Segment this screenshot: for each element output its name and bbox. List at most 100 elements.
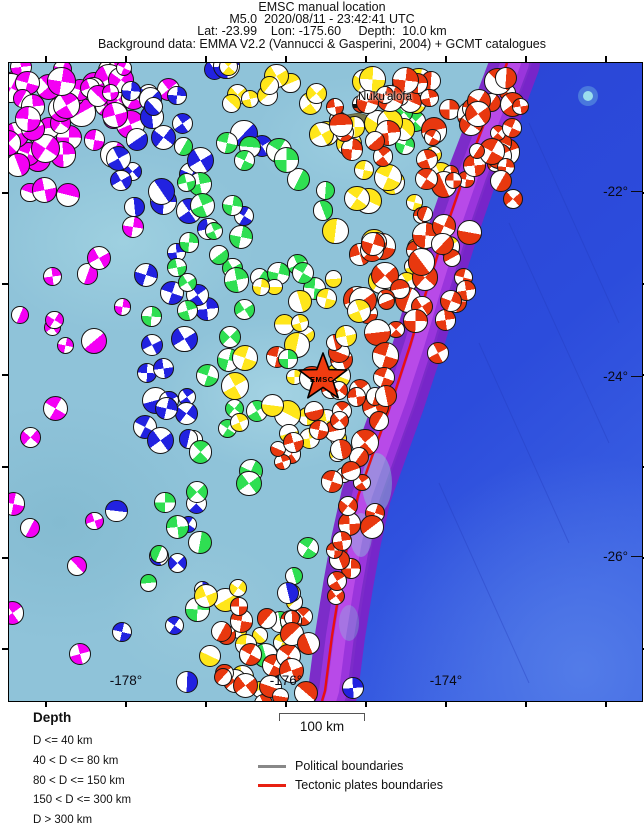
focal-mechanism-magenta bbox=[10, 306, 29, 325]
focal-mechanism-yellow bbox=[260, 76, 279, 95]
focal-mechanism-green bbox=[219, 325, 241, 348]
focal-mechanism-red bbox=[210, 621, 232, 643]
focal-mechanism-yellow bbox=[322, 217, 349, 244]
map-tick bbox=[445, 56, 447, 62]
focal-mechanism-green bbox=[273, 146, 300, 173]
focal-mechanism-red bbox=[444, 171, 463, 190]
focal-mechanism-yellow bbox=[229, 413, 249, 432]
focal-mechanism-green bbox=[190, 193, 216, 219]
map-tick bbox=[2, 648, 8, 650]
map-tick bbox=[2, 557, 8, 559]
focal-mechanism-magenta bbox=[32, 177, 58, 203]
focal-mechanism-yellow bbox=[229, 579, 247, 598]
longitude-label: -178° bbox=[109, 673, 143, 688]
focal-mechanism-green bbox=[176, 173, 196, 193]
focal-mechanism-red bbox=[328, 113, 353, 137]
focal-mechanism-red bbox=[389, 278, 411, 299]
focal-mechanism-yellow bbox=[232, 345, 259, 372]
focal-mechanism-blue bbox=[166, 85, 187, 106]
focal-mechanism-green bbox=[236, 470, 262, 497]
focal-mechanism-yellow bbox=[222, 94, 241, 113]
focal-mechanism-red bbox=[502, 117, 523, 138]
depth-legend-item: 80 < D <= 150 km bbox=[33, 774, 125, 787]
focal-mechanism-red bbox=[271, 688, 289, 701]
map-tick bbox=[45, 56, 47, 62]
focal-mechanism-green bbox=[234, 299, 256, 320]
focal-mechanism-yellow bbox=[359, 65, 386, 93]
focal-mechanism-green bbox=[165, 515, 190, 539]
focal-mechanism-red bbox=[330, 411, 350, 430]
map-tick bbox=[205, 701, 207, 707]
map-tick bbox=[285, 701, 287, 707]
focal-mechanism-magenta bbox=[43, 267, 63, 287]
depth-legend-item: 150 < D <= 300 km bbox=[33, 794, 132, 807]
focal-mechanism-magenta bbox=[31, 133, 61, 163]
epicenter-star bbox=[298, 352, 348, 399]
focal-mechanism-blue bbox=[152, 357, 175, 380]
focal-mechanism-magenta bbox=[9, 601, 25, 625]
city-label: Nuku'alofa bbox=[358, 91, 412, 103]
map-tick bbox=[2, 374, 8, 376]
focal-mechanism-red bbox=[456, 220, 482, 246]
focal-mechanism-red bbox=[415, 167, 439, 191]
focal-mechanism-green bbox=[204, 221, 223, 241]
focal-mechanism-green bbox=[278, 349, 298, 369]
focal-mechanism-magenta bbox=[114, 298, 132, 316]
focal-mechanism-green bbox=[176, 300, 198, 322]
map-tick bbox=[642, 557, 644, 559]
focal-mechanism-blue bbox=[148, 177, 176, 205]
focal-mechanism-red bbox=[503, 189, 523, 209]
depth-legend-item: 40 < D <= 80 km bbox=[33, 754, 119, 767]
focal-mechanism-red bbox=[329, 438, 352, 461]
focal-mechanism-blue bbox=[124, 196, 145, 218]
focal-mechanism-red bbox=[320, 470, 343, 493]
boundary-legend-row: Tectonic plates boundaries bbox=[258, 778, 443, 792]
bathymetry-background bbox=[305, 63, 642, 701]
boundary-legend-row: Political boundaries bbox=[258, 759, 403, 773]
seafloor-texture bbox=[438, 122, 620, 684]
focal-mechanism-blue bbox=[171, 325, 198, 353]
focal-mechanism-green bbox=[178, 232, 199, 253]
focal-mechanism-blue bbox=[175, 402, 198, 425]
focal-mechanism-green bbox=[222, 195, 244, 216]
focal-mechanism-magenta bbox=[56, 183, 81, 208]
focal-mechanism-yellow bbox=[306, 82, 328, 104]
focal-mechanism-blue bbox=[121, 80, 142, 101]
focal-mechanism-magenta bbox=[57, 337, 75, 355]
epicenter-label: EMSC bbox=[310, 375, 334, 384]
map-tick bbox=[642, 466, 644, 468]
focal-mechanism-blue bbox=[105, 145, 132, 172]
focal-mechanism-red bbox=[371, 342, 400, 370]
focal-mechanism-red bbox=[346, 387, 367, 407]
focal-mechanism-red bbox=[427, 342, 449, 364]
focal-mechanism-yellow bbox=[290, 313, 310, 332]
focal-mechanism-magenta bbox=[67, 556, 87, 576]
focal-mechanism-blue bbox=[143, 96, 164, 117]
focal-mechanism-green bbox=[188, 530, 212, 555]
focal-mechanism-red bbox=[369, 411, 389, 431]
map-tick bbox=[642, 374, 644, 376]
focal-mechanism-green bbox=[185, 480, 209, 503]
focal-mechanism-red bbox=[364, 130, 385, 151]
focal-mechanism-green bbox=[140, 306, 162, 328]
depth-legend-item: D <= 40 km bbox=[33, 735, 93, 747]
focal-mechanism-magenta bbox=[20, 427, 42, 449]
scalebar-bracket bbox=[279, 713, 365, 721]
focal-mechanism-red bbox=[407, 247, 436, 276]
latitude-label: -26° bbox=[603, 549, 642, 564]
focal-mechanism-red bbox=[434, 309, 457, 331]
focal-mechanism-red bbox=[256, 608, 278, 629]
focal-mechanism-blue bbox=[132, 415, 157, 440]
focal-mechanism-magenta bbox=[45, 311, 64, 330]
focal-mechanism-magenta bbox=[115, 63, 133, 77]
focal-mechanism-yellow bbox=[316, 287, 338, 309]
city-marker bbox=[353, 104, 357, 108]
focal-mechanism-yellow bbox=[347, 299, 371, 323]
focal-mechanism-red bbox=[239, 643, 263, 667]
scalebar-label: 100 km bbox=[299, 719, 345, 734]
focal-mechanism-blue bbox=[167, 553, 187, 573]
map-tick bbox=[642, 192, 644, 194]
focal-mechanism-red bbox=[338, 496, 358, 516]
map-tick bbox=[45, 701, 47, 707]
